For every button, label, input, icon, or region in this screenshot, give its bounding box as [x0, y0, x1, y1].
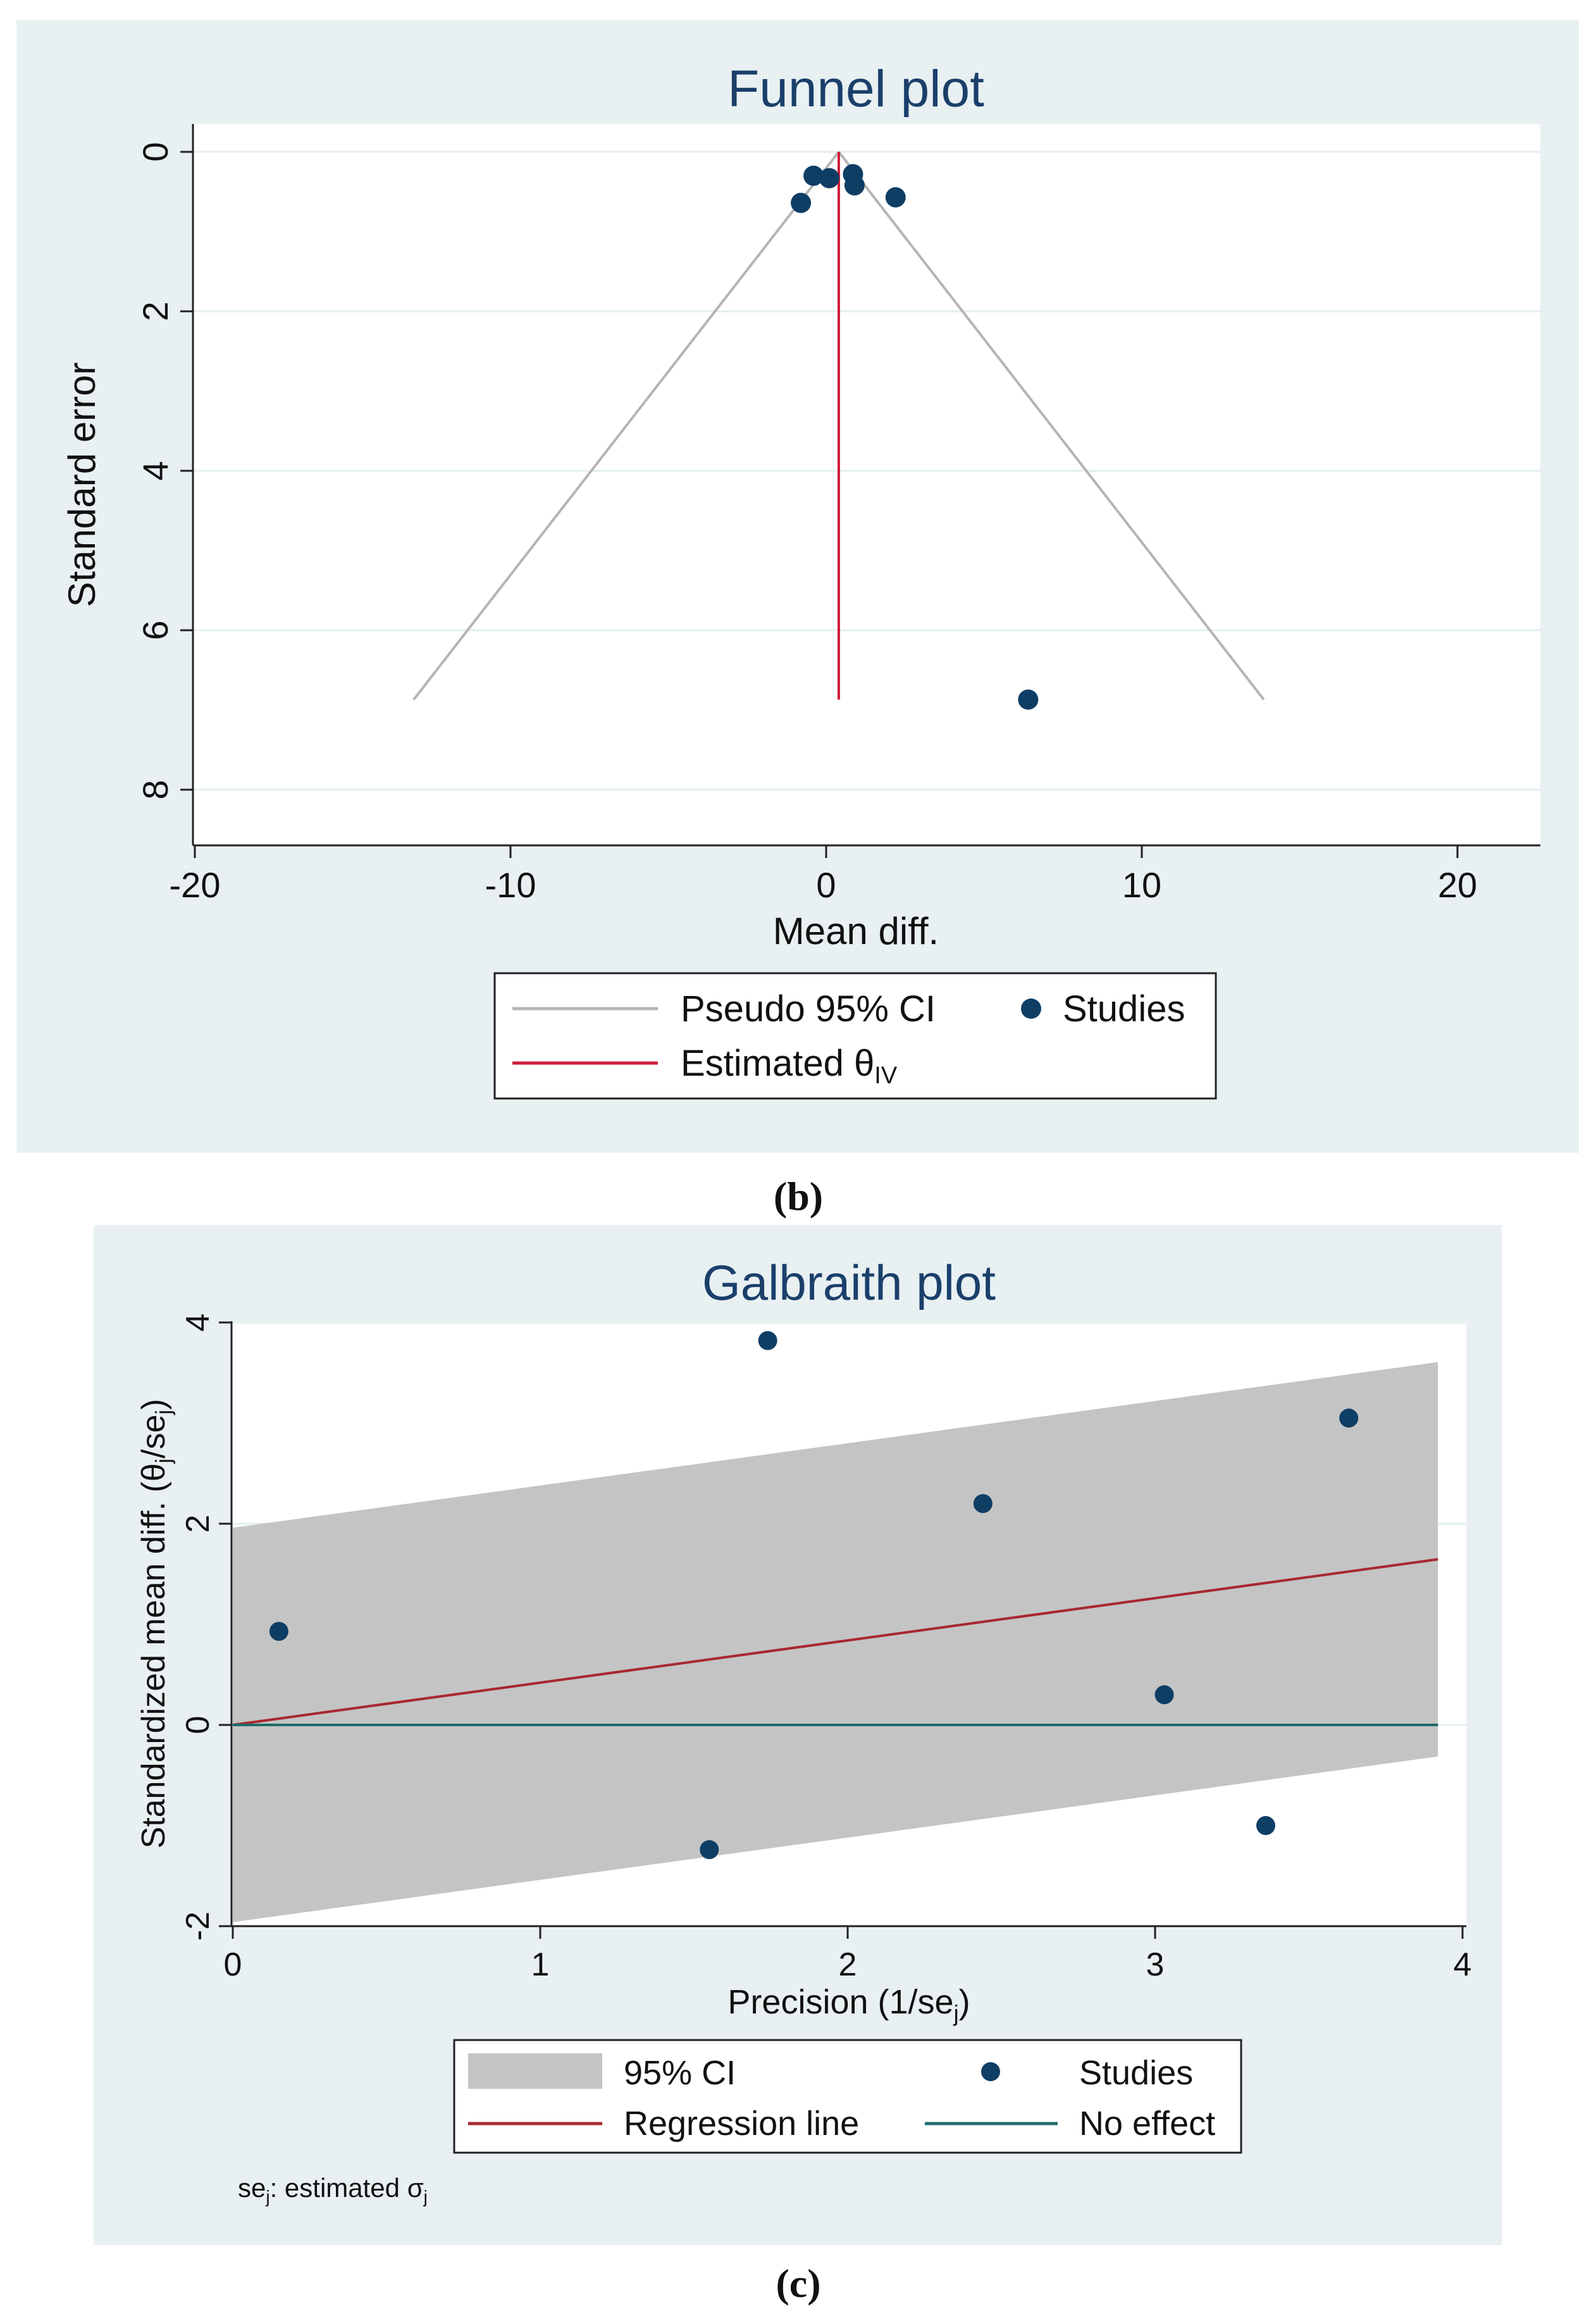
galbraith-y-tick-label: 0: [180, 1716, 216, 1734]
galbraith-study-point: [1339, 1409, 1359, 1428]
funnel-study-point: [803, 165, 824, 186]
funnel-y-label: Standard error: [61, 363, 103, 607]
galbraith-legend-regression-label: Regression line: [624, 2105, 859, 2143]
galbraith-study-point: [973, 1494, 993, 1514]
galbraith-title: Galbraith plot: [702, 1255, 996, 1310]
funnel-legend-estimate-label: Estimated θIV: [681, 1043, 898, 1089]
funnel-x-tick-label: -10: [485, 865, 536, 905]
galbraith-legend-noeffect-label: No effect: [1079, 2105, 1215, 2143]
galbraith-legend-ci-label: 95% CI: [624, 2054, 736, 2092]
galbraith-lines: [232, 1558, 1438, 1726]
funnel-study-point: [885, 187, 906, 208]
funnel-gridlines: [193, 151, 1540, 791]
funnel-x-label: Mean diff.: [773, 910, 939, 952]
funnel-x-tick-label: -20: [170, 865, 221, 905]
funnel-legend-ci-label: Pseudo 95% CI: [681, 988, 936, 1030]
funnel-points: [791, 164, 1039, 710]
galbraith-x-tick-label: 3: [1146, 1946, 1165, 1983]
galbraith-x-tick-label: 2: [839, 1946, 857, 1983]
funnel-lines: [412, 151, 1265, 700]
galbraith-y-tick-label: 2: [180, 1515, 216, 1533]
galbraith-legend-studies-marker: [981, 2062, 1000, 2081]
galbraith-x-tick-label: 0: [224, 1946, 242, 1983]
galbraith-study-point: [269, 1622, 288, 1641]
funnel-x-tick-label: 0: [816, 865, 836, 905]
galbraith-x-tick-label: 4: [1454, 1946, 1472, 1983]
funnel-y-tick-label: 0: [135, 142, 175, 161]
galbraith-study-point: [1256, 1816, 1275, 1835]
funnel-study-point: [819, 168, 839, 189]
funnel-x-tick-label: 10: [1122, 865, 1161, 905]
galbraith-study-point: [1154, 1685, 1174, 1705]
funnel-legend-studies-label: Studies: [1063, 988, 1185, 1030]
funnel-x-tick-label: 20: [1438, 865, 1477, 905]
galbraith-note: sej: estimated σj: [238, 2173, 428, 2206]
galbraith-regression-line: [232, 1558, 1438, 1726]
galbraith-y-tick-label: -2: [180, 1912, 216, 1941]
funnel-legend-studies-marker: [1021, 999, 1041, 1019]
funnel-y-tick-label: 8: [135, 780, 175, 799]
galbraith-y-label: Standardized mean diff. (θj/sej): [135, 1399, 176, 1849]
funnel-title: Funnel plot: [727, 60, 984, 118]
funnel-plot-region: [193, 124, 1540, 845]
galbraith-x-label: Precision (1/sej): [727, 1983, 970, 2026]
galbraith-x-tick-label: 1: [531, 1946, 550, 1983]
galbraith-legend-studies-label: Studies: [1079, 2054, 1193, 2092]
galbraith-points: [269, 1331, 1359, 1860]
funnel-ci-line-right: [838, 151, 1265, 700]
funnel-legend: Pseudo 95% CI Studies Estimated θIV: [493, 972, 1217, 1100]
funnel-y-tick-label: 6: [135, 620, 175, 640]
galbraith-legend-ci-swatch: [468, 2053, 602, 2089]
funnel-ticks: 0 2 4 6 8 -20 -10 0 10 20: [135, 142, 1477, 905]
galbraith-study-point: [700, 1840, 719, 1860]
galbraith-y-tick-label: 4: [180, 1314, 216, 1332]
funnel-ci-line-left: [412, 151, 840, 700]
funnel-study-point: [791, 192, 812, 213]
funnel-legend-box: [493, 972, 1217, 1100]
galbraith-ticks: -2 0 2 4 0 1 2 3 4: [180, 1314, 1471, 1983]
panel-label-b: (b): [774, 1174, 823, 1219]
funnel-y-tick-label: 4: [135, 461, 175, 480]
galbraith-chart: -2 0 2 4 0 1 2 3 4 Galbraith plot Precision (1/s…: [94, 1225, 1502, 2245]
funnel-study-point: [844, 175, 865, 196]
funnel-y-tick-label: 2: [135, 301, 175, 321]
galbraith-legend: 95% CI Studies Regression line No effect: [453, 2039, 1242, 2154]
funnel-study-point: [1018, 689, 1039, 710]
galbraith-study-point: [758, 1331, 777, 1350]
panel-label-c: (c): [776, 2261, 820, 2306]
